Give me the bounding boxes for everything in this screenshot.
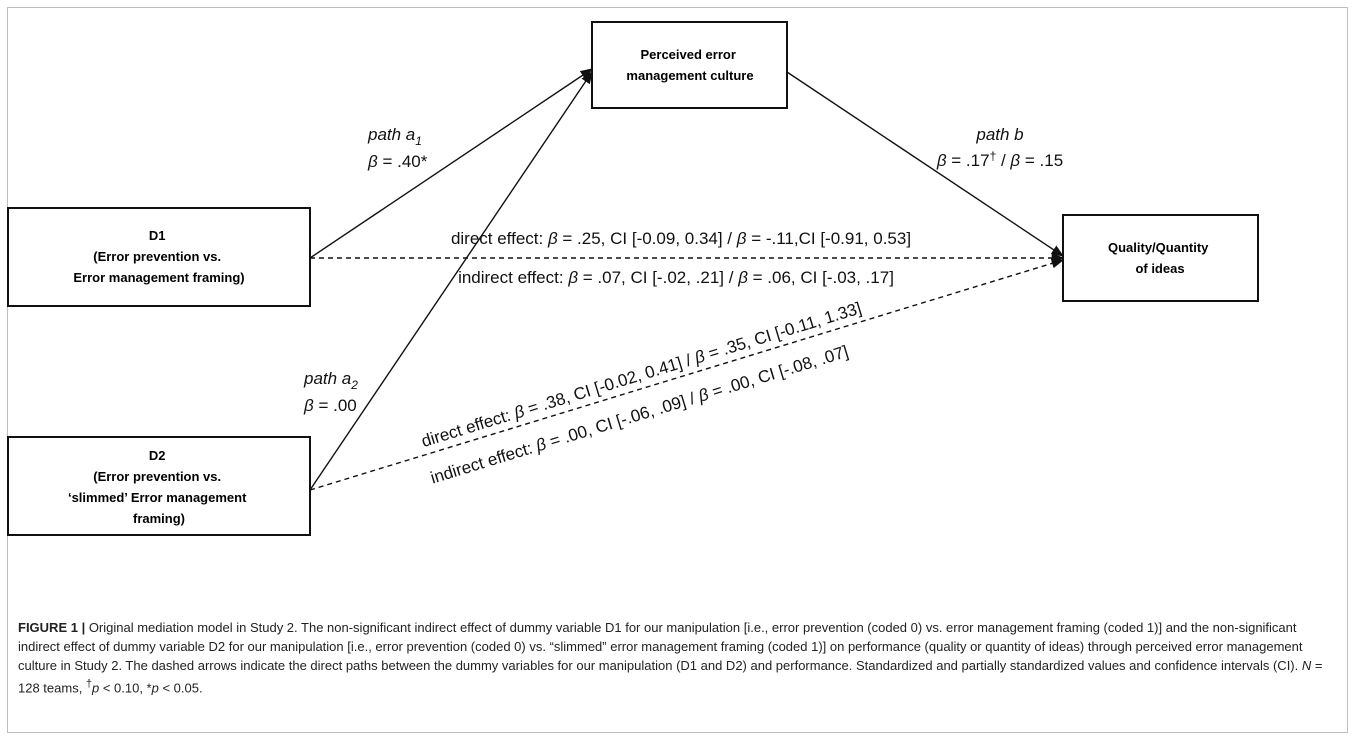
path-a2-label: path a2 — [303, 369, 358, 392]
outcome-line-1: Quality/Quantity — [1108, 240, 1209, 255]
caption-title: FIGURE 1 | — [18, 620, 86, 635]
caption-text: Original mediation model in Study 2. The… — [18, 620, 1303, 673]
d1-box — [7, 207, 311, 307]
path-a1-arrow — [309, 68, 594, 259]
caption-p2-text: < 0.05. — [158, 680, 203, 696]
d2-box — [7, 436, 311, 536]
d1-line-3: Error management framing) — [73, 270, 244, 285]
figure-frame — [7, 7, 1348, 733]
d1-indirect-effect: indirect effect: β = .07, CI [-.02, .21]… — [458, 268, 894, 287]
mediator-line-1: Perceived error — [640, 47, 735, 62]
path-b-arrow — [786, 71, 1065, 257]
path-a1-beta: β = .40* — [367, 152, 428, 171]
d1-line-2: (Error prevention vs. — [93, 249, 221, 264]
d2-line-2: (Error prevention vs. — [93, 469, 221, 484]
mediator-line-2: management culture — [626, 68, 753, 83]
mediator-box — [591, 21, 788, 109]
caption-p2: p — [151, 680, 159, 696]
caption-n-text: = 128 teams, — [18, 658, 1323, 696]
caption-p1: p — [91, 680, 100, 696]
caption-dagger: † — [85, 678, 92, 690]
outcome-box — [1062, 214, 1259, 302]
d2-direct-arrow — [309, 258, 1065, 491]
mediation-diagram: Perceived error management culture Quali… — [7, 21, 1259, 536]
d2-line-3: ‘slimmed’ Error management — [68, 490, 247, 505]
svg-text:Perceived error management: Perceived error management culture — [626, 47, 753, 83]
svg-text:D1 (Error prevention vs.: D1 (Error prevention vs. Error managemen… — [73, 228, 244, 285]
caption-n: N — [1301, 658, 1312, 673]
path-b-label: path b — [975, 125, 1023, 144]
figure-caption: FIGURE 1 | Original mediation model in S… — [18, 618, 1336, 697]
path-b-beta: β = .17† / β = .15 — [936, 149, 1063, 170]
path-a2-beta: β = .00 — [303, 396, 357, 415]
svg-text:D2 (Error prevention vs.: D2 (Error prevention vs. ‘slimmed’ Error… — [68, 448, 250, 526]
path-a2-arrow — [309, 70, 593, 491]
caption-p1-text: < 0.10, * — [99, 680, 152, 696]
d1-direct-effect: direct effect: β = .25, CI [-0.09, 0.34]… — [451, 229, 911, 248]
path-a1-label: path a1 — [367, 125, 422, 148]
d2-line-1: D2 — [149, 448, 166, 463]
d2-line-4: framing) — [133, 511, 185, 526]
svg-text:Quality/Quantity of ideas: Quality/Quantity of ideas — [1108, 240, 1212, 276]
d1-line-1: D1 — [149, 228, 166, 243]
outcome-line-2: of ideas — [1135, 261, 1184, 276]
